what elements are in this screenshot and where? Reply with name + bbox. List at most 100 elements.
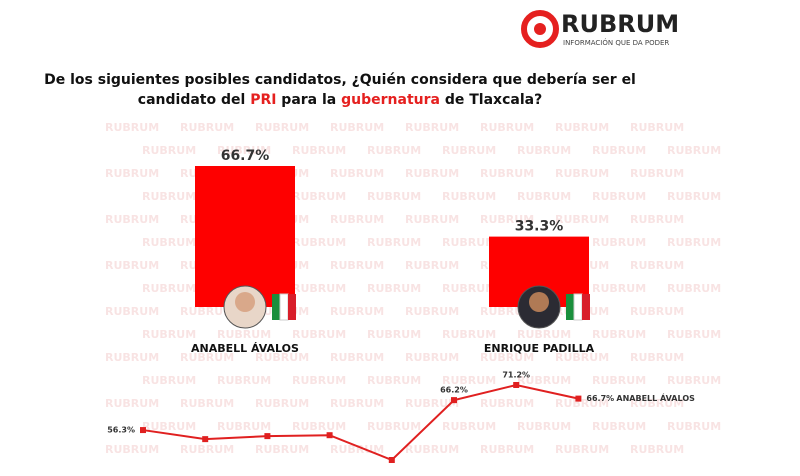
watermark-text: RUBRUM [480, 443, 534, 456]
watermark-text: RUBRUM [292, 374, 346, 387]
watermark-text: RUBRUM [217, 420, 271, 433]
watermark-text: RUBRUM [667, 420, 721, 433]
watermark-text: RUBRUM [630, 351, 684, 364]
watermark-text: RUBRUM [442, 144, 496, 157]
watermark-text: RUBRUM [592, 374, 646, 387]
watermark-text: RUBRUM [442, 328, 496, 341]
watermark-text: RUBRUM [667, 236, 721, 249]
watermark-text: RUBRUM [442, 374, 496, 387]
point [388, 457, 395, 463]
logo-red [288, 294, 296, 320]
point [513, 382, 520, 388]
watermark-text: RUBRUM [330, 167, 384, 180]
watermark-text: RUBRUM [592, 328, 646, 341]
watermark-text: RUBRUM [367, 420, 421, 433]
watermark-text: RUBRUM [142, 282, 196, 295]
candidate-name: ANABELL ÁVALOS [191, 342, 299, 355]
watermark-text: RUBRUM [105, 443, 159, 456]
question-line-1: De los siguientes posibles candidatos, ¿… [44, 72, 636, 88]
watermark-text: RUBRUM [667, 144, 721, 157]
value-label: 66.7% [221, 148, 270, 164]
watermark-text: RUBRUM [517, 144, 571, 157]
watermark-text: RUBRUM [480, 213, 534, 226]
watermark-text: RUBRUM [330, 351, 384, 364]
point-label: 56.3% [107, 426, 135, 435]
watermark-text: RUBRUM [255, 443, 309, 456]
watermark-text: RUBRUM [630, 167, 684, 180]
point [264, 433, 271, 440]
watermark-text: RUBRUM [367, 236, 421, 249]
point [326, 432, 333, 439]
watermark-text: RUBRUM [330, 397, 384, 410]
watermark-text: RUBRUM [330, 213, 384, 226]
watermark-text: RUBRUM [367, 374, 421, 387]
logo-white [573, 293, 583, 321]
watermark-text: RUBRUM [105, 213, 159, 226]
watermark-text: RUBRUM [480, 397, 534, 410]
question-part: para la [276, 92, 341, 108]
watermark-text: RUBRUM [630, 259, 684, 272]
watermark-text: RUBRUM [592, 236, 646, 249]
series-name: ANABELL ÁVALOS [616, 392, 695, 403]
watermark-text: RUBRUM [105, 121, 159, 134]
question-line-2: candidato del PRI para la gubernatura de… [138, 92, 542, 108]
party-logo [566, 293, 590, 321]
watermark-text: RUBRUM [405, 305, 459, 318]
watermark-text: RUBRUM [667, 282, 721, 295]
watermark-text: RUBRUM [255, 121, 309, 134]
watermark-text: RUBRUM [555, 121, 609, 134]
logo: RUBRUM INFORMACIÓN QUE DA PODER [521, 10, 679, 48]
watermark-text: RUBRUM [405, 443, 459, 456]
watermark-text: RUBRUM [292, 144, 346, 157]
watermark-text: RUBRUM [142, 374, 196, 387]
watermark-text: RUBRUM [255, 397, 309, 410]
watermark-text: RUBRUM [180, 397, 234, 410]
watermark-text: RUBRUM [480, 167, 534, 180]
watermark-text: RUBRUM [630, 443, 684, 456]
watermark-text: RUBRUM [105, 259, 159, 272]
watermark-text: RUBRUM [105, 397, 159, 410]
point-label: 66.2% [440, 386, 468, 395]
watermark-text: RUBRUM [592, 420, 646, 433]
logo-ring [521, 10, 559, 48]
watermark-text: RUBRUM [292, 236, 346, 249]
watermark-text: RUBRUM [142, 236, 196, 249]
watermark-text: RUBRUM [292, 328, 346, 341]
question-highlight: gubernatura [341, 92, 440, 108]
watermark-text: RUBRUM [292, 282, 346, 295]
watermark-text: RUBRUM [330, 443, 384, 456]
tagline: INFORMACIÓN QUE DA PODER [563, 38, 669, 47]
watermark-text: RUBRUM [442, 282, 496, 295]
watermark-text: RUBRUM [517, 374, 571, 387]
brand: RUBRUM [561, 10, 679, 38]
watermark-text: RUBRUM [367, 144, 421, 157]
watermark-text: RUBRUM [405, 167, 459, 180]
watermark-text: RUBRUM [292, 420, 346, 433]
watermark-text: RUBRUM [367, 328, 421, 341]
watermark-text: RUBRUM [630, 305, 684, 318]
watermark-text: RUBRUM [367, 282, 421, 295]
watermark-text: RUBRUM [180, 443, 234, 456]
watermark-text: RUBRUM [442, 236, 496, 249]
watermark-text: RUBRUM [217, 328, 271, 341]
watermark-text: RUBRUM [105, 167, 159, 180]
watermark-text: RUBRUM [405, 121, 459, 134]
watermark-text: RUBRUM [142, 420, 196, 433]
watermark-text: RUBRUM [105, 351, 159, 364]
watermark-text: RUBRUM [630, 213, 684, 226]
question-part: de Tlaxcala? [440, 92, 542, 108]
watermark: RUBRUM RUBRUM RUBRUM RUBRUM RUBRUM RUBRUM RUBR… [105, 121, 721, 456]
watermark-text: RUBRUM [555, 397, 609, 410]
watermark-text: RUBRUM [405, 351, 459, 364]
candidate-name: ENRIQUE PADILLA [484, 342, 595, 355]
logo-green [272, 294, 280, 320]
watermark-text: RUBRUM [667, 374, 721, 387]
logo-green [566, 294, 574, 320]
watermark-text: RUBRUM [142, 190, 196, 203]
watermark-text: RUBRUM [592, 190, 646, 203]
watermark-text: RUBRUM [442, 190, 496, 203]
candidate-face [529, 292, 549, 312]
watermark-text: RUBRUM [330, 259, 384, 272]
bar [195, 166, 295, 307]
